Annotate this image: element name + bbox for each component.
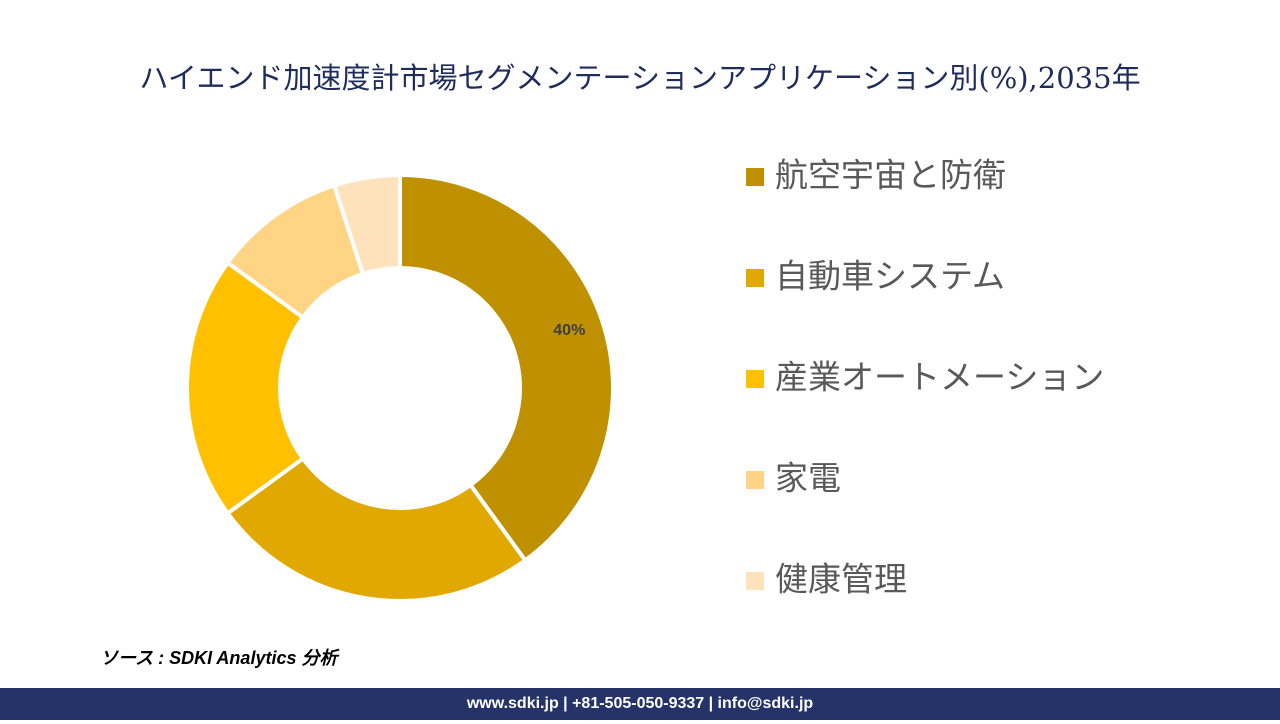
footer: www.sdki.jp | +81-505-050-9337 | info@sd…: [466, 695, 814, 712]
donut-segment: [398, 172, 615, 564]
legend-swatch: [746, 572, 764, 590]
donut-segment: [185, 260, 306, 516]
donut-segment: [331, 172, 402, 277]
legend-label: 航空宇宙と防衛: [775, 156, 1006, 195]
legend-label: 自動車システム: [775, 257, 1005, 296]
legend-swatch: [746, 269, 764, 287]
legend-swatch: [746, 168, 764, 186]
legend-label: 産業オートメーション: [775, 358, 1104, 397]
value-label: 40%: [553, 322, 585, 339]
chart-title: ハイエンド加速度計市場セグメンテーションアプリケーション別(%),2035年: [139, 61, 1140, 95]
legend-swatch: [746, 370, 764, 388]
legend-swatch: [746, 471, 764, 489]
source: ソース : SDKI Analytics 分析: [100, 648, 340, 668]
legend-label: 健康管理: [775, 560, 907, 599]
footer-bar: [0, 688, 1280, 720]
legend-label: 家電: [775, 459, 841, 498]
donut-segment: [224, 455, 528, 603]
